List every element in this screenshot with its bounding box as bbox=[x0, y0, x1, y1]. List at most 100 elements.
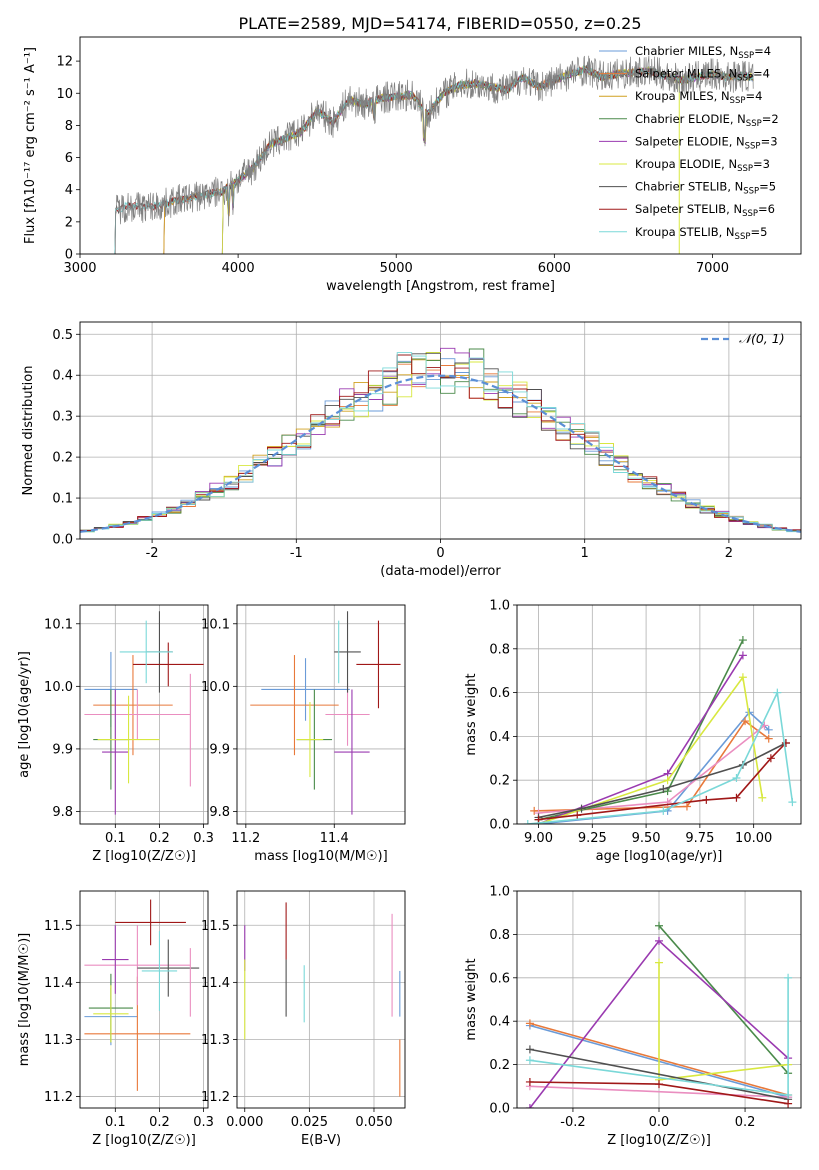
plus-marker bbox=[530, 806, 539, 815]
plus-marker bbox=[732, 793, 741, 802]
y-tick-label: 2 bbox=[65, 215, 73, 230]
plus-marker bbox=[788, 798, 797, 807]
x-tick-label: 0.3 bbox=[193, 1115, 214, 1130]
error-bar-point bbox=[93, 985, 129, 1043]
y-tick-label: 9.9 bbox=[52, 742, 73, 757]
x-tick-label: 0.050 bbox=[355, 1115, 392, 1130]
legend-label: Salpeter ELODIE, NSSP=3 bbox=[635, 134, 778, 151]
axes-frame bbox=[516, 890, 802, 1109]
plus-marker bbox=[773, 688, 782, 697]
residual-histogram bbox=[80, 352, 801, 533]
error-bar-point bbox=[356, 620, 401, 709]
plot-area-age-vs-Z bbox=[84, 611, 204, 815]
x-axis-label: age [log10(age/yr)] bbox=[596, 849, 723, 864]
y-tick-label: 10.1 bbox=[201, 617, 230, 632]
plus-marker bbox=[525, 1104, 534, 1108]
y-tick-label: 10.0 bbox=[201, 680, 230, 695]
y-tick-label: 0.2 bbox=[489, 1058, 510, 1073]
y-tick-label: 11.3 bbox=[44, 1033, 73, 1048]
x-axis-label: E(B-V) bbox=[301, 1133, 341, 1148]
plus-marker bbox=[758, 793, 767, 802]
y-tick-label: 9.8 bbox=[52, 805, 73, 820]
y-axis-label: Normed distribution bbox=[21, 366, 36, 496]
legend-value: =5 bbox=[759, 180, 776, 194]
x-tick-label: 0 bbox=[436, 546, 444, 561]
axes-frame bbox=[236, 890, 406, 1109]
y-tick-label: 0.3 bbox=[52, 410, 73, 425]
y-tick-label: 0.5 bbox=[52, 328, 73, 343]
x-tick-label: 9.25 bbox=[578, 831, 607, 846]
plot-area-residuals bbox=[80, 347, 801, 533]
plus-marker bbox=[655, 936, 663, 945]
legend-label: 𝒩(0, 1) bbox=[739, 331, 785, 346]
y-tick-label: 0.0 bbox=[52, 533, 73, 548]
plus-marker bbox=[573, 811, 582, 820]
legend-label: Chabrier STELIB, NSSP=5 bbox=[635, 180, 776, 197]
y-tick-label: 0 bbox=[65, 248, 73, 263]
legend-value: =4 bbox=[745, 89, 762, 103]
mass-weight-line bbox=[538, 639, 744, 821]
legend-subscript: SSP bbox=[746, 119, 762, 129]
x-axis-label: Z [log10(Z/Z☉)] bbox=[92, 849, 196, 864]
error-bar-point bbox=[93, 655, 173, 756]
plus-marker bbox=[766, 754, 775, 763]
x-tick-label: 2 bbox=[725, 546, 733, 561]
y-tick-label: 0.8 bbox=[489, 642, 510, 657]
y-tick-label: 0.2 bbox=[52, 451, 73, 466]
error-bar-point bbox=[141, 930, 178, 1011]
axes-age-vs-mass: 11.2 11.4 9.8 9.9 10.0 10.1 mass [log10(M/M☉)] bbox=[201, 604, 406, 864]
axes-mass-vs-ebv: 0.000 0.025 0.050 11.2 11.3 11.4 11.5 E(B-V) bbox=[201, 890, 406, 1148]
y-tick-label: 0.6 bbox=[489, 686, 510, 701]
plot-area-spectrum bbox=[114, 55, 754, 254]
y-tick-label: 0.0 bbox=[489, 1102, 510, 1117]
mass-weight-line bbox=[529, 1048, 789, 1101]
x-tick-label: 0.2 bbox=[149, 1115, 170, 1130]
error-bar-point bbox=[250, 655, 339, 756]
legend-label: Kroupa STELIB, NSSP=5 bbox=[635, 225, 767, 242]
y-tick-label: 4 bbox=[65, 183, 73, 198]
x-tick-label: 0.1 bbox=[105, 831, 126, 846]
x-tick-label: 0.2 bbox=[149, 831, 170, 846]
y-tick-label: 6 bbox=[65, 151, 73, 166]
y-tick-label: 0.6 bbox=[489, 971, 510, 986]
error-bar-point bbox=[102, 689, 129, 815]
error-bar-point bbox=[115, 899, 186, 946]
observed-spectrum-line bbox=[114, 55, 754, 254]
x-tick-label: 9.75 bbox=[685, 831, 714, 846]
legend-subscript: SSP bbox=[745, 141, 761, 151]
axes-frame bbox=[79, 604, 209, 825]
y-tick-label: 0.4 bbox=[489, 730, 510, 745]
x-tick-label: 0.2 bbox=[735, 1115, 756, 1130]
y-tick-label: 1.0 bbox=[489, 599, 510, 614]
legend-label: Kroupa ELODIE, NSSP=3 bbox=[635, 157, 770, 174]
x-axis-label: (data-model)/error bbox=[380, 564, 501, 579]
y-tick-label: 0.4 bbox=[52, 369, 73, 384]
y-tick-label: 0.1 bbox=[52, 492, 73, 507]
plot-area-massweight-vs-Z bbox=[525, 921, 793, 1108]
legend-subscript: SSP bbox=[735, 232, 751, 242]
legend-label: Salpeter STELIB, NSSP=6 bbox=[635, 202, 775, 219]
figure-title: PLATE=2589, MJD=54174, FIBERID=0550, z=0… bbox=[238, 14, 641, 33]
plus-marker bbox=[764, 725, 773, 734]
y-tick-label: 9.8 bbox=[209, 805, 230, 820]
error-bar-point bbox=[84, 689, 191, 740]
plus-marker bbox=[781, 738, 790, 747]
mass-weight-line bbox=[529, 1085, 789, 1098]
y-tick-label: 0.2 bbox=[489, 774, 510, 789]
legend-value: =3 bbox=[761, 134, 778, 148]
charts-group: 3000 4000 5000 6000 7000024681012wavelength … bbox=[17, 36, 802, 1148]
y-tick-label: 11.2 bbox=[201, 1090, 230, 1105]
legend-value: =4 bbox=[754, 44, 771, 58]
x-tick-label: 7000 bbox=[696, 261, 729, 276]
error-bar-point bbox=[97, 695, 160, 784]
plus-marker bbox=[764, 734, 773, 743]
x-tick-label: -0.2 bbox=[560, 1115, 585, 1130]
axes-massweight-vs-Z: -0.2 0.0 0.2 0.0 0.2 0.4 0.6 0.8 1.0 Z [log10(Z/Z… bbox=[464, 885, 802, 1148]
error-bar-point bbox=[334, 689, 370, 815]
x-tick-label: 0.0 bbox=[649, 1115, 670, 1130]
legend-label: Chabrier MILES, NSSP=4 bbox=[635, 44, 771, 61]
error-bar-point bbox=[102, 925, 129, 994]
x-tick-label: 0.000 bbox=[226, 1115, 263, 1130]
y-tick-label: 11.5 bbox=[201, 919, 230, 934]
